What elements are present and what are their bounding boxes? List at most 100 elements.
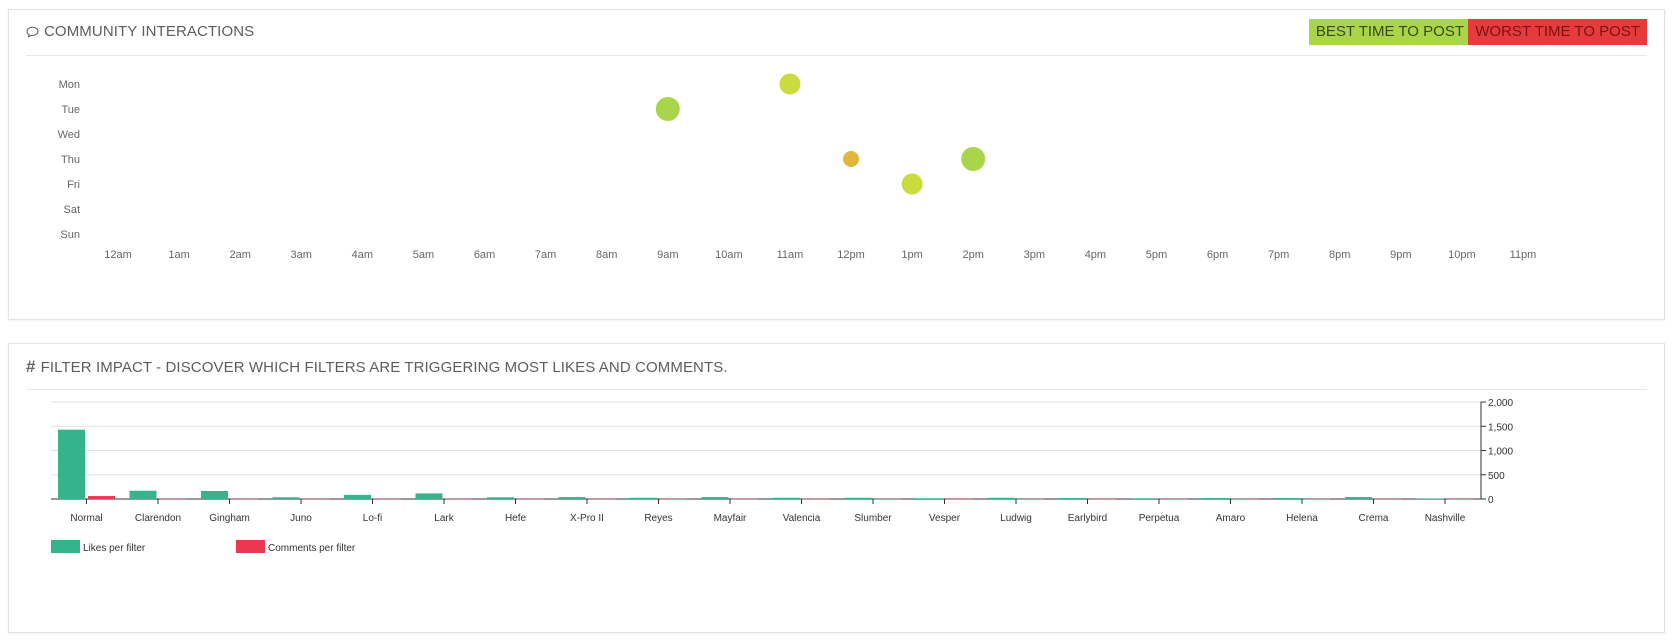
y-tick-label: 1,500: [1488, 422, 1513, 433]
legend-label-comments: Comments per filter: [268, 543, 356, 554]
x-tick-label: 8am: [596, 249, 617, 261]
x-tick-label: Earlybird: [1068, 513, 1107, 524]
x-tick-label: 5pm: [1146, 249, 1167, 261]
likes-bar[interactable]: [415, 493, 443, 499]
x-tick-label: 3am: [291, 249, 312, 261]
y-tick-label: 2,000: [1488, 398, 1513, 409]
x-tick-label: 11pm: [1510, 249, 1537, 261]
comments-bar[interactable]: [731, 498, 759, 500]
x-tick-label: Slumber: [854, 513, 892, 524]
x-tick-label: 1am: [168, 249, 189, 261]
comments-bar[interactable]: [1303, 498, 1331, 500]
interaction-bubble-best[interactable]: [961, 147, 986, 171]
x-tick-label: Crema: [1358, 513, 1388, 524]
x-tick-label: Clarendon: [135, 513, 181, 524]
likes-bar[interactable]: [487, 497, 514, 499]
best-time-badge: BEST TIME TO POST: [1308, 19, 1471, 45]
likes-bar[interactable]: [129, 490, 157, 499]
x-tick-label: Ludwig: [1000, 513, 1032, 524]
x-tick-label: 12am: [104, 249, 132, 261]
comments-bar[interactable]: [1089, 498, 1116, 500]
likes-bar[interactable]: [1345, 497, 1372, 499]
likes-bar[interactable]: [987, 497, 1015, 499]
comments-bar[interactable]: [874, 498, 902, 500]
comments-bar[interactable]: [946, 498, 973, 500]
likes-bar[interactable]: [558, 497, 586, 499]
filters-header: # FILTER IMPACT - DISCOVER WHICH FILTERS…: [26, 344, 1647, 390]
comments-bar[interactable]: [517, 498, 544, 500]
comments-bar[interactable]: [588, 498, 616, 500]
x-tick-label: 12pm: [837, 249, 865, 261]
comments-bar[interactable]: [1446, 498, 1474, 500]
x-tick-label: 2am: [229, 249, 250, 261]
x-tick-label: 6am: [474, 249, 495, 261]
x-tick-label: Hefe: [505, 513, 527, 524]
y-tick-label: Sat: [63, 204, 80, 216]
x-tick-label: 3pm: [1024, 249, 1045, 261]
likes-bar[interactable]: [1130, 498, 1158, 499]
comments-bar[interactable]: [302, 498, 330, 500]
x-tick-label: Perpetua: [1139, 513, 1180, 524]
x-tick-label: 8pm: [1329, 249, 1350, 261]
x-tick-label: Lark: [434, 513, 454, 524]
y-tick-label: Mon: [59, 79, 80, 91]
comments-bar[interactable]: [374, 498, 401, 500]
likes-bar[interactable]: [344, 494, 371, 499]
filters-title-text: FILTER IMPACT - DISCOVER WHICH FILTERS A…: [40, 358, 728, 376]
x-tick-label: 2pm: [963, 249, 984, 261]
x-tick-label: Reyes: [644, 513, 672, 524]
y-tick-label: Thu: [61, 154, 80, 166]
comments-bar[interactable]: [88, 496, 115, 499]
interactions-bubble-chart: Mon Tue Wed Thu Fri Sat Sun 12am 1am 2am 3am 4am 5am…: [58, 73, 1537, 261]
interaction-bubble-best[interactable]: [655, 97, 680, 121]
likes-bar[interactable]: [701, 497, 729, 499]
interaction-bubble-good[interactable]: [779, 73, 801, 95]
x-tick-label: 7pm: [1268, 249, 1289, 261]
likes-bar[interactable]: [1273, 498, 1301, 499]
x-tick-label: 10pm: [1448, 249, 1476, 261]
x-tick-label: Nashville: [1425, 513, 1466, 524]
y-tick-label: Tue: [61, 104, 80, 116]
comments-bar[interactable]: [231, 498, 258, 500]
likes-bar[interactable]: [1202, 498, 1229, 499]
likes-bar[interactable]: [272, 497, 300, 499]
legend-swatch-likes: [51, 540, 80, 553]
x-tick-label: Gingham: [209, 513, 250, 524]
filter-bar-chart: 0 500 1,000 1,500 2,000 Normal Clarendon Gingha…: [51, 398, 1513, 554]
x-tick-label: Lo-fi: [363, 513, 382, 524]
x-tick-label: 9am: [657, 249, 678, 261]
interactions-title: COMMUNITY INTERACTIONS: [26, 23, 254, 40]
comments-bar[interactable]: [1160, 498, 1188, 500]
interactions-header: COMMUNITY INTERACTIONS BEST TIME TO POST…: [26, 10, 1647, 56]
comments-bar[interactable]: [1375, 498, 1402, 500]
interaction-bubble-good[interactable]: [901, 173, 923, 195]
x-tick-label: Mayfair: [714, 513, 747, 524]
likes-bar[interactable]: [1416, 498, 1444, 500]
comments-bar[interactable]: [1017, 498, 1045, 500]
likes-bar[interactable]: [844, 497, 872, 499]
x-tick-label: Normal: [70, 513, 102, 524]
comments-bar[interactable]: [159, 498, 187, 500]
x-tick-label: 4pm: [1085, 249, 1106, 261]
y-tick-label: 1,000: [1488, 447, 1513, 458]
likes-bar[interactable]: [630, 497, 657, 499]
likes-bar[interactable]: [201, 490, 228, 499]
filter-impact-panel: # FILTER IMPACT - DISCOVER WHICH FILTERS…: [8, 343, 1665, 633]
comments-bar[interactable]: [803, 498, 830, 500]
legend-swatch-comments: [236, 540, 265, 553]
comments-bar[interactable]: [445, 498, 473, 500]
x-tick-label: Valencia: [783, 513, 821, 524]
likes-bar[interactable]: [58, 429, 85, 499]
interaction-bubble-average[interactable]: [843, 151, 860, 167]
x-tick-label: 4am: [352, 249, 373, 261]
x-tick-label: 7am: [535, 249, 556, 261]
x-tick-label: 1pm: [901, 249, 922, 261]
likes-bar[interactable]: [773, 497, 800, 499]
y-tick-label: Wed: [58, 129, 80, 141]
y-tick-label: 0: [1488, 495, 1494, 506]
comments-bar[interactable]: [660, 498, 687, 500]
likes-bar[interactable]: [916, 498, 943, 499]
likes-bar[interactable]: [1059, 498, 1086, 499]
x-tick-label: 6pm: [1207, 249, 1228, 261]
comments-bar[interactable]: [1232, 498, 1259, 500]
